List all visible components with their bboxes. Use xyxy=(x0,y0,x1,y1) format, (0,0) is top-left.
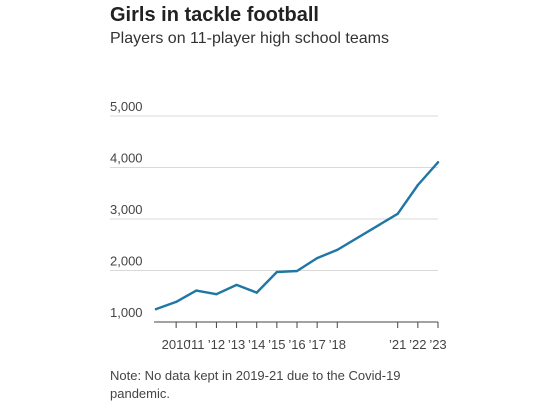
data-point xyxy=(275,270,279,274)
x-tick-label: ’22 xyxy=(409,337,426,352)
x-tick-label: ’18 xyxy=(329,337,346,352)
data-point xyxy=(255,291,258,294)
data-point xyxy=(215,292,218,296)
x-tick-label: ’13 xyxy=(228,337,245,352)
data-point xyxy=(315,256,319,260)
data-point xyxy=(235,283,238,287)
y-tick-label: 2,000 xyxy=(110,254,143,269)
y-tick-label: 3,000 xyxy=(110,202,143,217)
data-point xyxy=(396,212,399,216)
x-tick-label: ’21 xyxy=(389,337,406,352)
y-tick-labels: 1,000 2,000 3,000 4,000 5,000 xyxy=(110,99,143,320)
data-point xyxy=(195,289,198,292)
y-tick-label: 5,000 xyxy=(110,99,143,114)
y-tick-label: 4,000 xyxy=(110,151,143,166)
x-axis xyxy=(154,321,439,328)
series-layer xyxy=(154,161,440,311)
x-tick-label: ’15 xyxy=(268,337,285,352)
x-tick-label: ’11 xyxy=(188,337,204,352)
data-point xyxy=(336,248,339,252)
x-tick-label: ’17 xyxy=(308,337,325,352)
data-point xyxy=(295,269,299,273)
data-point xyxy=(436,161,440,164)
chart-subtitle: Players on 11-player high school teams xyxy=(110,30,389,47)
chart-title: Girls in tackle football xyxy=(110,4,319,26)
x-tick-label: 2010 xyxy=(162,337,191,352)
x-tick-label: ’16 xyxy=(288,337,305,352)
x-tick-label: ’14 xyxy=(248,337,265,352)
x-tick-label: ’23 xyxy=(429,337,446,352)
chart-note: Note: No data kept in 2019-21 due to the… xyxy=(110,368,401,401)
x-tick-label: ’12 xyxy=(208,337,225,352)
data-point xyxy=(154,307,158,311)
data-point xyxy=(174,300,178,304)
series-line xyxy=(154,161,440,311)
data-point xyxy=(416,183,420,187)
grid-layer xyxy=(110,115,438,271)
y-tick-label: 1,000 xyxy=(110,305,143,320)
x-tick-labels: 2010’11 ’12’13’14’15’16’17 ’18 ’21’22’23 xyxy=(162,337,447,352)
